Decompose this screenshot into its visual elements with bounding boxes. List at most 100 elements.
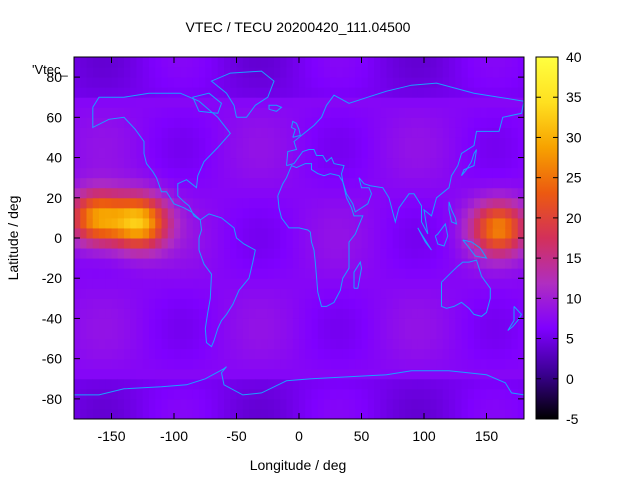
heatmap-cell — [292, 137, 300, 148]
heatmap-cell — [261, 147, 269, 159]
heatmap-cell — [136, 67, 144, 78]
heatmap-cell — [336, 217, 344, 229]
heatmap-cell — [217, 378, 225, 390]
heatmap-cell — [155, 308, 162, 319]
heatmap-cell — [517, 87, 524, 98]
heatmap-cell — [405, 368, 412, 380]
heatmap-cell — [105, 298, 112, 309]
heatmap-cell — [392, 127, 400, 138]
heatmap-cell — [174, 107, 181, 118]
heatmap-cell — [367, 107, 375, 118]
heatmap-cell — [336, 348, 344, 360]
heatmap-cell — [399, 398, 406, 410]
heatmap-cell — [261, 177, 269, 189]
heatmap-cell — [111, 348, 119, 360]
heatmap-cell — [255, 248, 262, 259]
heatmap-cell — [480, 308, 487, 319]
heatmap-cell — [474, 318, 481, 329]
heatmap-cell — [274, 157, 281, 169]
x-tick-label: -150 — [97, 428, 125, 444]
heatmap-cell — [174, 328, 181, 340]
heatmap-cell — [480, 298, 487, 309]
heatmap-cell — [80, 258, 87, 269]
heatmap-cell — [417, 147, 425, 159]
heatmap-cell — [124, 358, 131, 370]
heatmap-cell — [399, 248, 406, 259]
heatmap-cell — [467, 368, 475, 380]
heatmap-cell — [505, 157, 512, 169]
heatmap-cell — [280, 398, 287, 410]
heatmap-cell — [167, 127, 175, 138]
heatmap-cell — [192, 258, 200, 269]
heatmap-cell — [386, 298, 394, 309]
heatmap-cell — [80, 187, 87, 199]
heatmap-cell — [167, 318, 175, 329]
heatmap-cell — [492, 408, 500, 419]
heatmap-cell — [342, 147, 350, 159]
heatmap-cell — [499, 328, 506, 340]
heatmap-cell — [324, 388, 331, 400]
heatmap-cell — [517, 408, 524, 419]
heatmap-cell — [311, 87, 319, 98]
heatmap-cell — [361, 308, 369, 319]
heatmap-cell — [136, 147, 144, 159]
heatmap-cell — [511, 187, 519, 199]
heatmap-cell — [180, 197, 187, 209]
heatmap-cell — [317, 278, 325, 289]
heatmap-cell — [249, 358, 256, 370]
heatmap-cell — [74, 308, 81, 319]
heatmap-cell — [99, 167, 106, 179]
heatmap-cell — [299, 328, 306, 340]
heatmap-cell — [442, 238, 450, 249]
heatmap-cell — [492, 227, 500, 239]
heatmap-cell — [430, 197, 437, 209]
heatmap-cell — [105, 328, 112, 340]
heatmap-cell — [211, 227, 219, 239]
heatmap-cell — [442, 97, 450, 108]
heatmap-cell — [317, 157, 325, 169]
heatmap-cell — [280, 318, 287, 329]
heatmap-cell — [199, 408, 206, 419]
heatmap-cell — [292, 217, 300, 229]
heatmap-cell — [411, 348, 419, 360]
heatmap-cell — [286, 288, 294, 299]
heatmap-cell — [205, 217, 212, 229]
heatmap-cell — [199, 137, 206, 148]
heatmap-cell — [336, 358, 344, 370]
heatmap-cell — [267, 398, 275, 410]
heatmap-cell — [86, 258, 94, 269]
heatmap-cell — [236, 167, 244, 179]
heatmap-cell — [105, 97, 112, 108]
heatmap-cell — [324, 67, 331, 78]
heatmap-cell — [405, 117, 412, 128]
heatmap-cell — [342, 127, 350, 138]
heatmap-cell — [399, 157, 406, 169]
heatmap-cell — [374, 197, 381, 209]
colorbar-tick-label: 20 — [566, 210, 582, 226]
heatmap-cell — [99, 217, 106, 229]
heatmap-cell — [261, 207, 269, 219]
heatmap-cell — [361, 147, 369, 159]
heatmap-cell — [111, 338, 119, 350]
heatmap-cell — [167, 248, 175, 259]
heatmap-cell — [305, 57, 312, 68]
heatmap-cell — [111, 388, 119, 400]
heatmap-cell — [130, 177, 137, 189]
heatmap-cell — [305, 107, 312, 118]
heatmap-cell — [130, 217, 137, 229]
heatmap-cell — [199, 288, 206, 299]
heatmap-cell — [499, 117, 506, 128]
heatmap-cell — [405, 248, 412, 259]
heatmap-cell — [342, 328, 350, 340]
heatmap-cell — [142, 127, 150, 138]
heatmap-cell — [280, 258, 287, 269]
heatmap-cell — [280, 207, 287, 219]
heatmap-cell — [86, 77, 94, 88]
heatmap-cell — [105, 348, 112, 360]
heatmap-cell — [205, 288, 212, 299]
heatmap-cell — [474, 107, 481, 118]
heatmap-cell — [111, 147, 119, 159]
heatmap-cell — [180, 187, 187, 199]
heatmap-cell — [267, 227, 275, 239]
heatmap-cell — [255, 328, 262, 340]
